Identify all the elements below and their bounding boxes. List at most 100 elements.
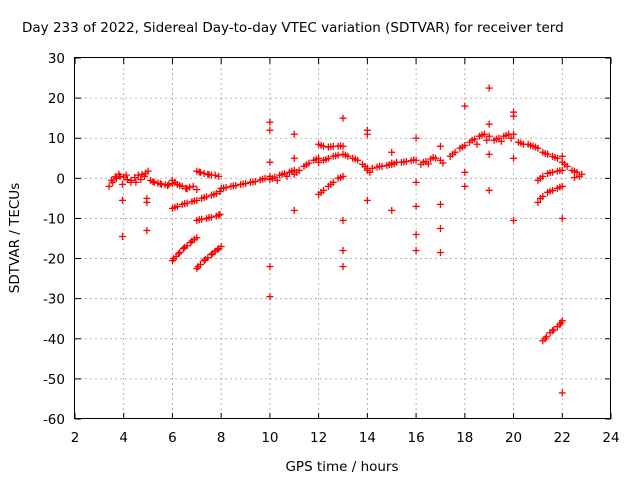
- x-tick-label: 14: [359, 430, 376, 446]
- data-point: [143, 226, 151, 234]
- data-point: [290, 130, 298, 138]
- x-tick-label: 2: [71, 430, 80, 446]
- data-point: [485, 84, 493, 92]
- data-point: [541, 149, 549, 157]
- data-point: [119, 232, 127, 240]
- data-point: [210, 190, 218, 198]
- data-point: [449, 150, 457, 158]
- data-point: [108, 176, 116, 184]
- y-tick-label: 10: [48, 131, 65, 147]
- data-point: [327, 143, 335, 151]
- data-point: [190, 197, 198, 205]
- data-point: [229, 182, 237, 190]
- y-tick-label: -30: [43, 292, 65, 308]
- tick-labels: 2 4 6 8 10 12 14 16 18 20 22 24-60-50-40-30-20-1001…: [43, 51, 620, 446]
- data-point: [259, 175, 267, 183]
- y-tick-label: -10: [43, 211, 65, 227]
- x-tick-label: 6: [168, 430, 177, 446]
- data-point: [164, 182, 172, 190]
- data-point: [193, 186, 201, 194]
- data-point: [273, 176, 281, 184]
- data-point: [561, 160, 569, 168]
- x-tick-label: 16: [407, 430, 424, 446]
- data-point: [366, 168, 374, 176]
- data-point: [217, 243, 225, 251]
- data-point: [558, 389, 566, 397]
- data-point: [575, 172, 583, 180]
- data-point: [424, 160, 432, 168]
- data-point: [412, 230, 420, 238]
- data-point: [176, 249, 184, 257]
- data-point: [337, 142, 345, 150]
- data-point: [429, 153, 437, 161]
- data-point: [478, 131, 486, 139]
- data-point: [436, 142, 444, 150]
- data-point: [341, 151, 349, 159]
- data-point: [507, 134, 515, 142]
- data-point: [534, 198, 542, 206]
- y-tick-label: -50: [43, 372, 65, 388]
- data-point: [436, 200, 444, 208]
- x-tick-label: 12: [310, 430, 327, 446]
- data-point: [171, 178, 179, 186]
- y-tick-label: 30: [48, 51, 65, 67]
- data-point: [317, 141, 325, 149]
- data-point: [131, 174, 139, 182]
- data-point: [412, 178, 420, 186]
- data-point: [200, 257, 208, 265]
- data-point: [171, 203, 179, 211]
- data-point: [132, 178, 140, 186]
- data-point: [205, 171, 213, 179]
- data-point: [181, 243, 189, 251]
- data-point: [461, 182, 469, 190]
- data-point: [388, 148, 396, 156]
- data-point: [209, 249, 217, 257]
- data-point: [510, 130, 518, 138]
- data-point: [412, 134, 420, 142]
- data-point: [363, 196, 371, 204]
- x-tick-label: 24: [602, 430, 619, 446]
- data-point: [531, 143, 539, 151]
- data-point: [558, 214, 566, 222]
- data-point: [550, 326, 558, 334]
- data-point: [412, 247, 420, 255]
- data-point: [339, 216, 347, 224]
- data-point: [436, 249, 444, 257]
- data-point: [436, 224, 444, 232]
- data-point: [283, 172, 291, 180]
- data-point: [188, 237, 196, 245]
- data-point: [570, 174, 578, 182]
- data-point: [215, 172, 223, 180]
- data-point: [468, 136, 476, 144]
- data-point: [123, 176, 131, 184]
- data-point: [556, 321, 564, 329]
- data-point: [266, 126, 274, 134]
- data-point: [150, 178, 158, 186]
- y-tick-label: 20: [48, 91, 65, 107]
- data-point: [485, 120, 493, 128]
- data-point: [278, 170, 286, 178]
- plot-frame: [74, 57, 611, 419]
- data-point: [483, 136, 491, 144]
- data-point: [546, 169, 554, 177]
- data-point: [551, 153, 559, 161]
- data-point: [183, 185, 191, 193]
- data-point: [363, 130, 371, 138]
- y-tick-label: -60: [43, 412, 65, 428]
- data-point: [175, 250, 183, 258]
- axis-ticks: [74, 57, 612, 420]
- data-point: [317, 188, 325, 196]
- y-tick-label: 0: [56, 171, 65, 187]
- data-point: [558, 152, 566, 160]
- data-point: [492, 135, 500, 143]
- data-point: [266, 118, 274, 126]
- data-point: [112, 174, 120, 182]
- data-point: [332, 152, 340, 160]
- data-point: [439, 159, 447, 167]
- data-point: [549, 327, 557, 335]
- data-point: [410, 156, 418, 164]
- data-point: [195, 216, 203, 224]
- data-point: [570, 167, 578, 175]
- x-tick-label: 22: [554, 430, 571, 446]
